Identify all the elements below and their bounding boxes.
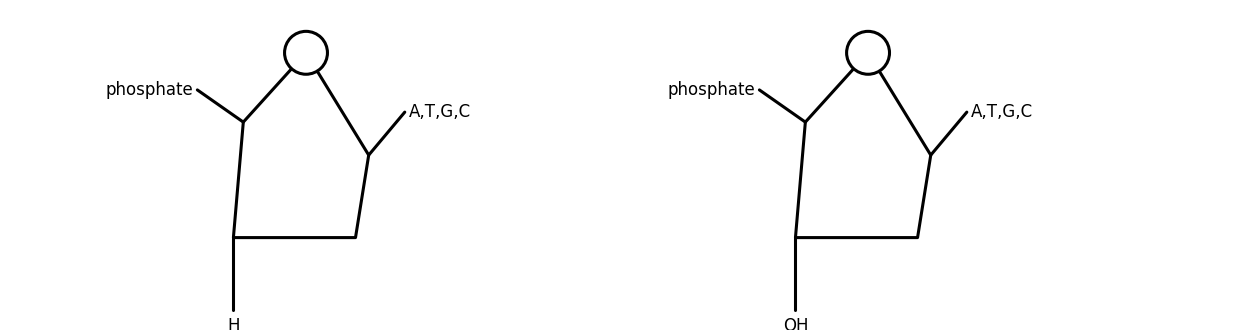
Text: phosphate: phosphate xyxy=(106,81,194,99)
Text: OH: OH xyxy=(783,317,808,330)
Ellipse shape xyxy=(285,31,327,74)
Text: A,T,G,C: A,T,G,C xyxy=(970,103,1033,121)
Text: phosphate: phosphate xyxy=(668,81,756,99)
Ellipse shape xyxy=(847,31,889,74)
Text: H: H xyxy=(227,317,240,330)
Text: A,T,G,C: A,T,G,C xyxy=(408,103,471,121)
